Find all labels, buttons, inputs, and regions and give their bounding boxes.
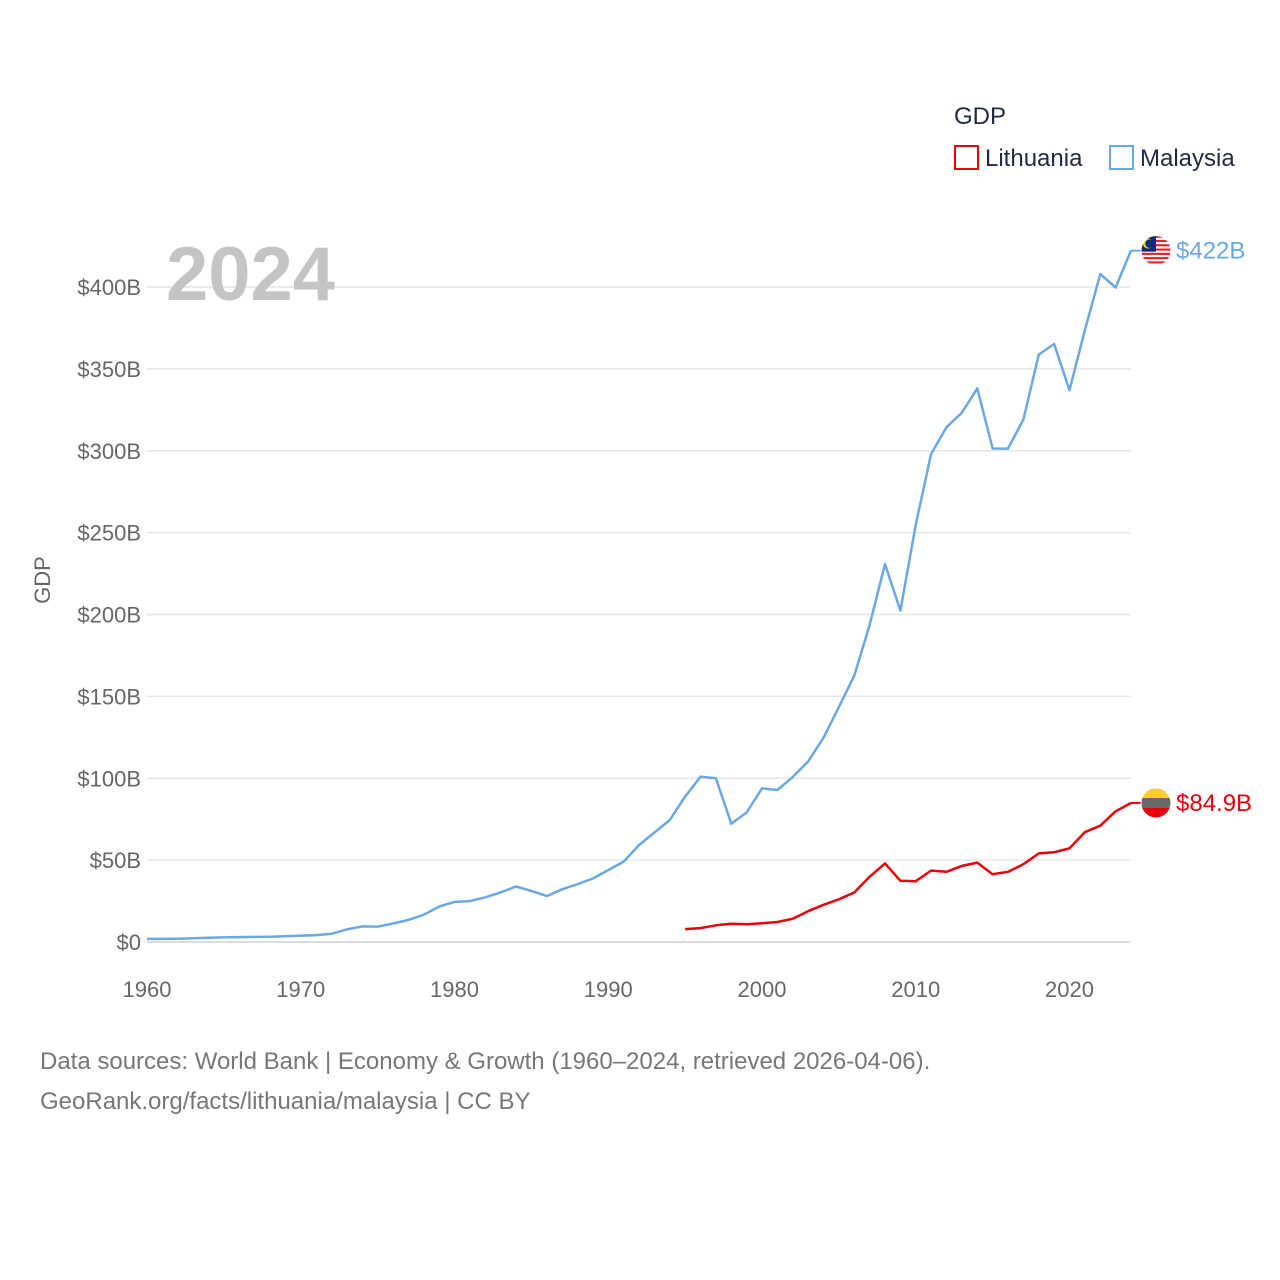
y-axis-ticks: $0 $50B $100B $150B $200B $250B $300B $350B $400… (77, 275, 141, 955)
x-tick-label: 2020 (1045, 977, 1094, 1002)
series-end-markers: $84.9B $422B (1131, 235, 1252, 819)
year-overlay: 2024 (166, 232, 335, 317)
legend-item-lithuania[interactable]: Lithuania (954, 145, 1083, 172)
y-tick-label: $400B (77, 275, 141, 300)
x-axis-ticks: 1960 1970 1980 1990 2000 2010 2020 (123, 977, 1094, 1002)
flag-lithuania-icon (1140, 787, 1172, 819)
x-tick-label: 2010 (891, 977, 940, 1002)
series-lines (147, 250, 1133, 941)
y-tick-label: $350B (77, 357, 141, 382)
legend-label-malaysia: Malaysia (1140, 145, 1235, 172)
y-tick-label: $250B (77, 521, 141, 546)
x-tick-label: 1960 (123, 977, 172, 1002)
y-tick-label: $50B (90, 848, 141, 873)
legend-item-malaysia[interactable]: Malaysia (1109, 145, 1235, 172)
footer-sources: Data sources: World Bank | Economy & Gro… (40, 1048, 931, 1075)
x-tick-label: 1980 (430, 977, 479, 1002)
y-axis-title: GDP (30, 556, 55, 604)
x-tick-label: 1990 (584, 977, 633, 1002)
legend-title: GDP (954, 103, 1006, 130)
footer-attribution[interactable]: GeoRank.org/facts/lithuania/malaysia | C… (40, 1088, 531, 1115)
y-tick-label: $200B (77, 603, 141, 628)
y-tick-label: $0 (117, 930, 141, 955)
y-tick-label: $150B (77, 684, 141, 709)
line-lithuania[interactable] (685, 801, 1132, 931)
end-label-lithuania: $84.9B (1176, 790, 1252, 817)
x-tick-label: 2000 (738, 977, 787, 1002)
legend-label-lithuania: Lithuania (985, 145, 1083, 172)
line-malaysia[interactable] (147, 250, 1133, 941)
legend-swatch-lithuania (954, 145, 979, 170)
legend-swatch-malaysia (1109, 145, 1134, 170)
legend[interactable]: GDP Lithuania Malaysia (954, 103, 1235, 172)
y-tick-label: $300B (77, 439, 141, 464)
gridlines (147, 286, 1131, 943)
x-tick-label: 1970 (276, 977, 325, 1002)
y-tick-label: $100B (77, 766, 141, 791)
flag-malaysia-icon (1140, 235, 1172, 267)
footer: Data sources: World Bank | Economy & Gro… (40, 1042, 1240, 1122)
end-label-malaysia: $422B (1176, 238, 1245, 265)
